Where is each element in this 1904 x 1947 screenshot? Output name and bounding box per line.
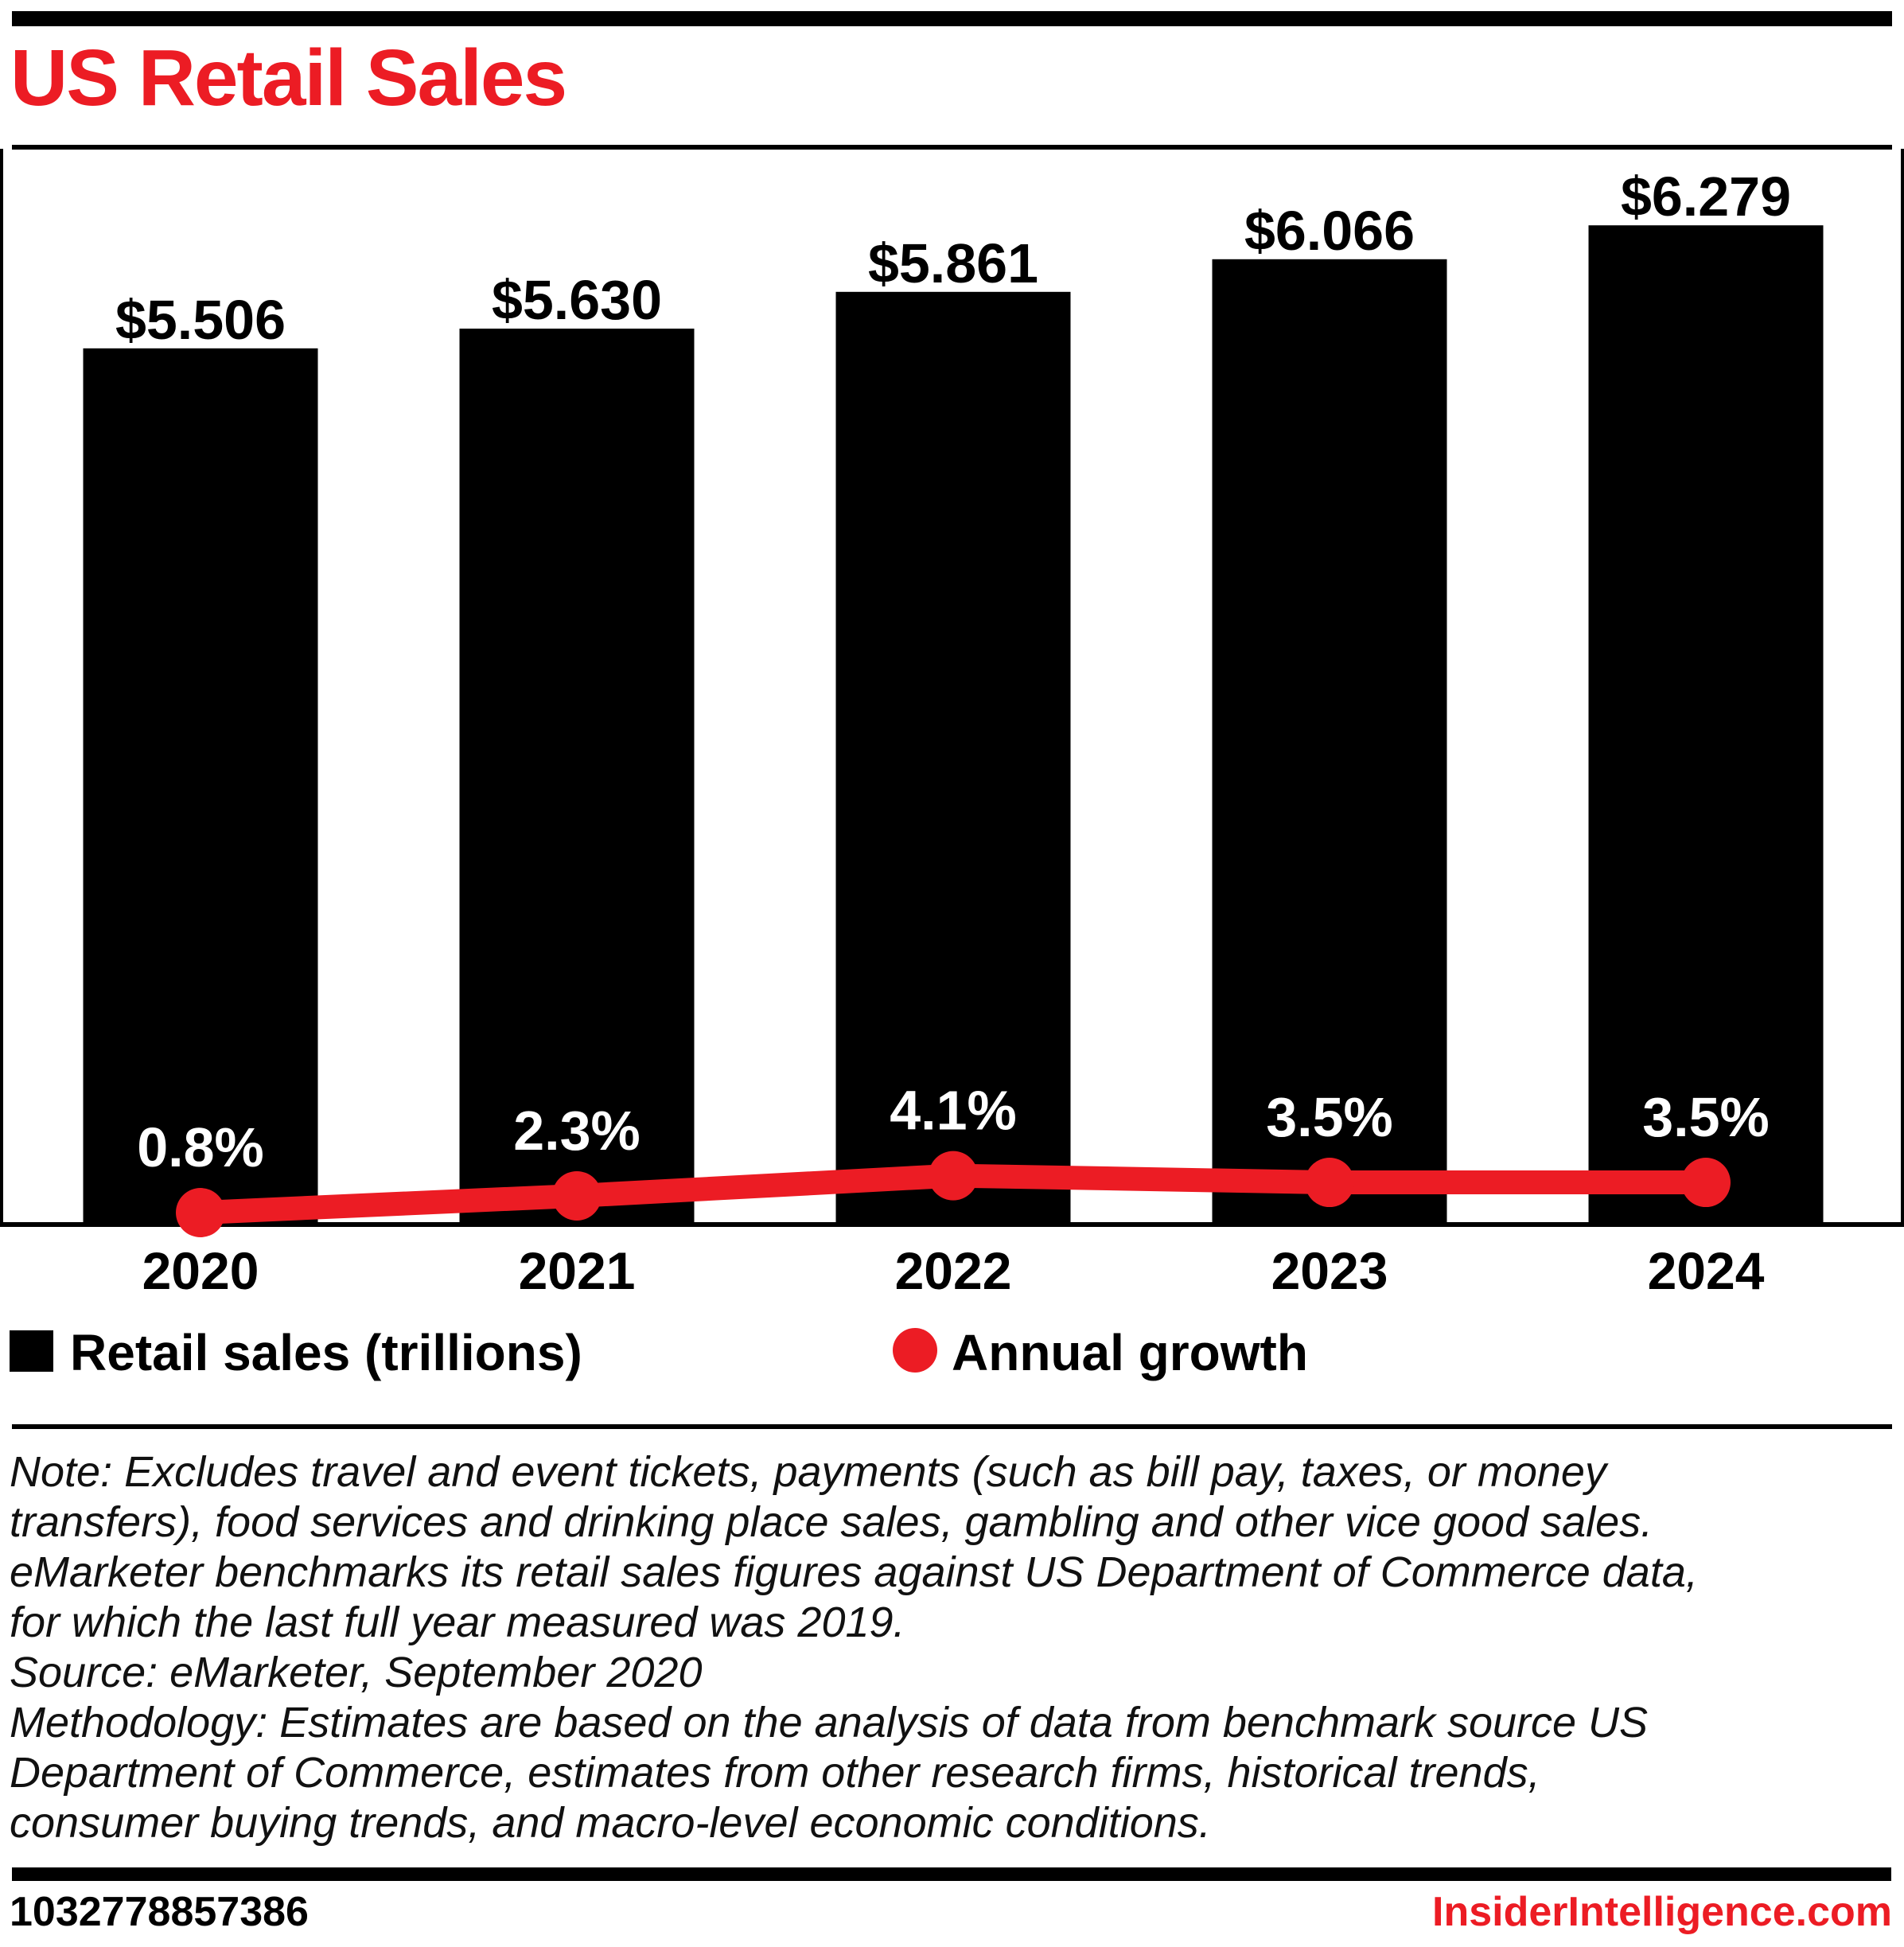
bar-value-labels-group: $5.506 $5.630 $5.861 $6.066 $6.279 (115, 165, 1791, 351)
x-axis-label-2024: 2024 (1648, 1241, 1765, 1300)
growth-percent-label-2024: 3.5% (1642, 1086, 1770, 1148)
growth-percent-label-2020: 0.8% (137, 1116, 264, 1178)
x-axis-label-2022: 2022 (895, 1241, 1012, 1300)
page-title: US Retail Sales (10, 33, 566, 123)
growth-dot-2023 (1305, 1158, 1354, 1208)
header-divider-rule (12, 145, 1892, 150)
methodology-line: Methodology: Estimates are based on the … (10, 1699, 1648, 1746)
growth-percent-label-2022: 4.1% (890, 1080, 1017, 1142)
bar-2024 (1588, 225, 1824, 1228)
bars-group (83, 225, 1824, 1228)
bar-value-label-2022: $5.861 (868, 232, 1038, 294)
note-line: transfers), food services and drinking p… (10, 1498, 1653, 1546)
plot-frame-left-line (0, 149, 3, 1225)
methodology-line: Department of Commerce, estimates from o… (10, 1749, 1540, 1797)
growth-dot-2021 (552, 1170, 602, 1221)
legend: Retail sales (trillions) Annual growth (10, 1324, 1308, 1381)
growth-percent-labels-group: 0.8% 2.3% 4.1% 3.5% 3.5% (137, 1080, 1770, 1178)
bar-2021 (459, 329, 695, 1227)
x-axis-label-2020: 2020 (142, 1241, 259, 1300)
x-axis-line (0, 1222, 1904, 1227)
methodology-line: consumer buying trends, and macro-level … (10, 1799, 1211, 1847)
legend-bar-label: Retail sales (trillions) (70, 1324, 582, 1381)
bar-value-label-2024: $6.279 (1621, 165, 1791, 228)
bar-2023 (1212, 259, 1447, 1227)
footer-site-link: InsiderIntelligence.com (1432, 1889, 1892, 1935)
growth-dot-2024 (1681, 1158, 1731, 1208)
legend-line-label: Annual growth (952, 1324, 1308, 1381)
bar-value-label-2023: $6.066 (1244, 200, 1415, 262)
bar-2022 (835, 291, 1071, 1227)
notes-divider-rule (12, 1424, 1892, 1429)
footer-chart-id: 1032778857386 (10, 1889, 309, 1935)
note-line: Note: Excludes travel and event tickets,… (10, 1448, 1609, 1496)
plot-frame-right-line (1901, 149, 1904, 1225)
note-line: for which the last full year measured wa… (10, 1598, 905, 1646)
source-line: Source: eMarketer, September 2020 (10, 1649, 703, 1696)
x-axis-labels-group: 2020 2021 2022 2023 2024 (142, 1241, 1765, 1300)
growth-dot-2020 (176, 1188, 225, 1238)
top-rule-bar (12, 11, 1892, 26)
notes-block: Note: Excludes travel and event tickets,… (10, 1448, 1698, 1847)
note-line: eMarketer benchmarks its retail sales fi… (10, 1548, 1698, 1596)
growth-percent-label-2021: 2.3% (513, 1100, 641, 1162)
bar-2020 (83, 348, 318, 1227)
growth-dots-group (176, 1151, 1731, 1238)
x-axis-label-2021: 2021 (519, 1241, 636, 1300)
legend-line-swatch-icon (893, 1328, 937, 1373)
bar-value-label-2021: $5.630 (492, 269, 662, 331)
bar-value-label-2020: $5.506 (115, 289, 286, 351)
footer-rule-bar (12, 1867, 1891, 1881)
growth-percent-label-2023: 3.5% (1266, 1086, 1393, 1148)
growth-dot-2022 (929, 1151, 978, 1201)
legend-bar-swatch-icon (10, 1330, 53, 1372)
x-axis-label-2023: 2023 (1271, 1241, 1388, 1300)
